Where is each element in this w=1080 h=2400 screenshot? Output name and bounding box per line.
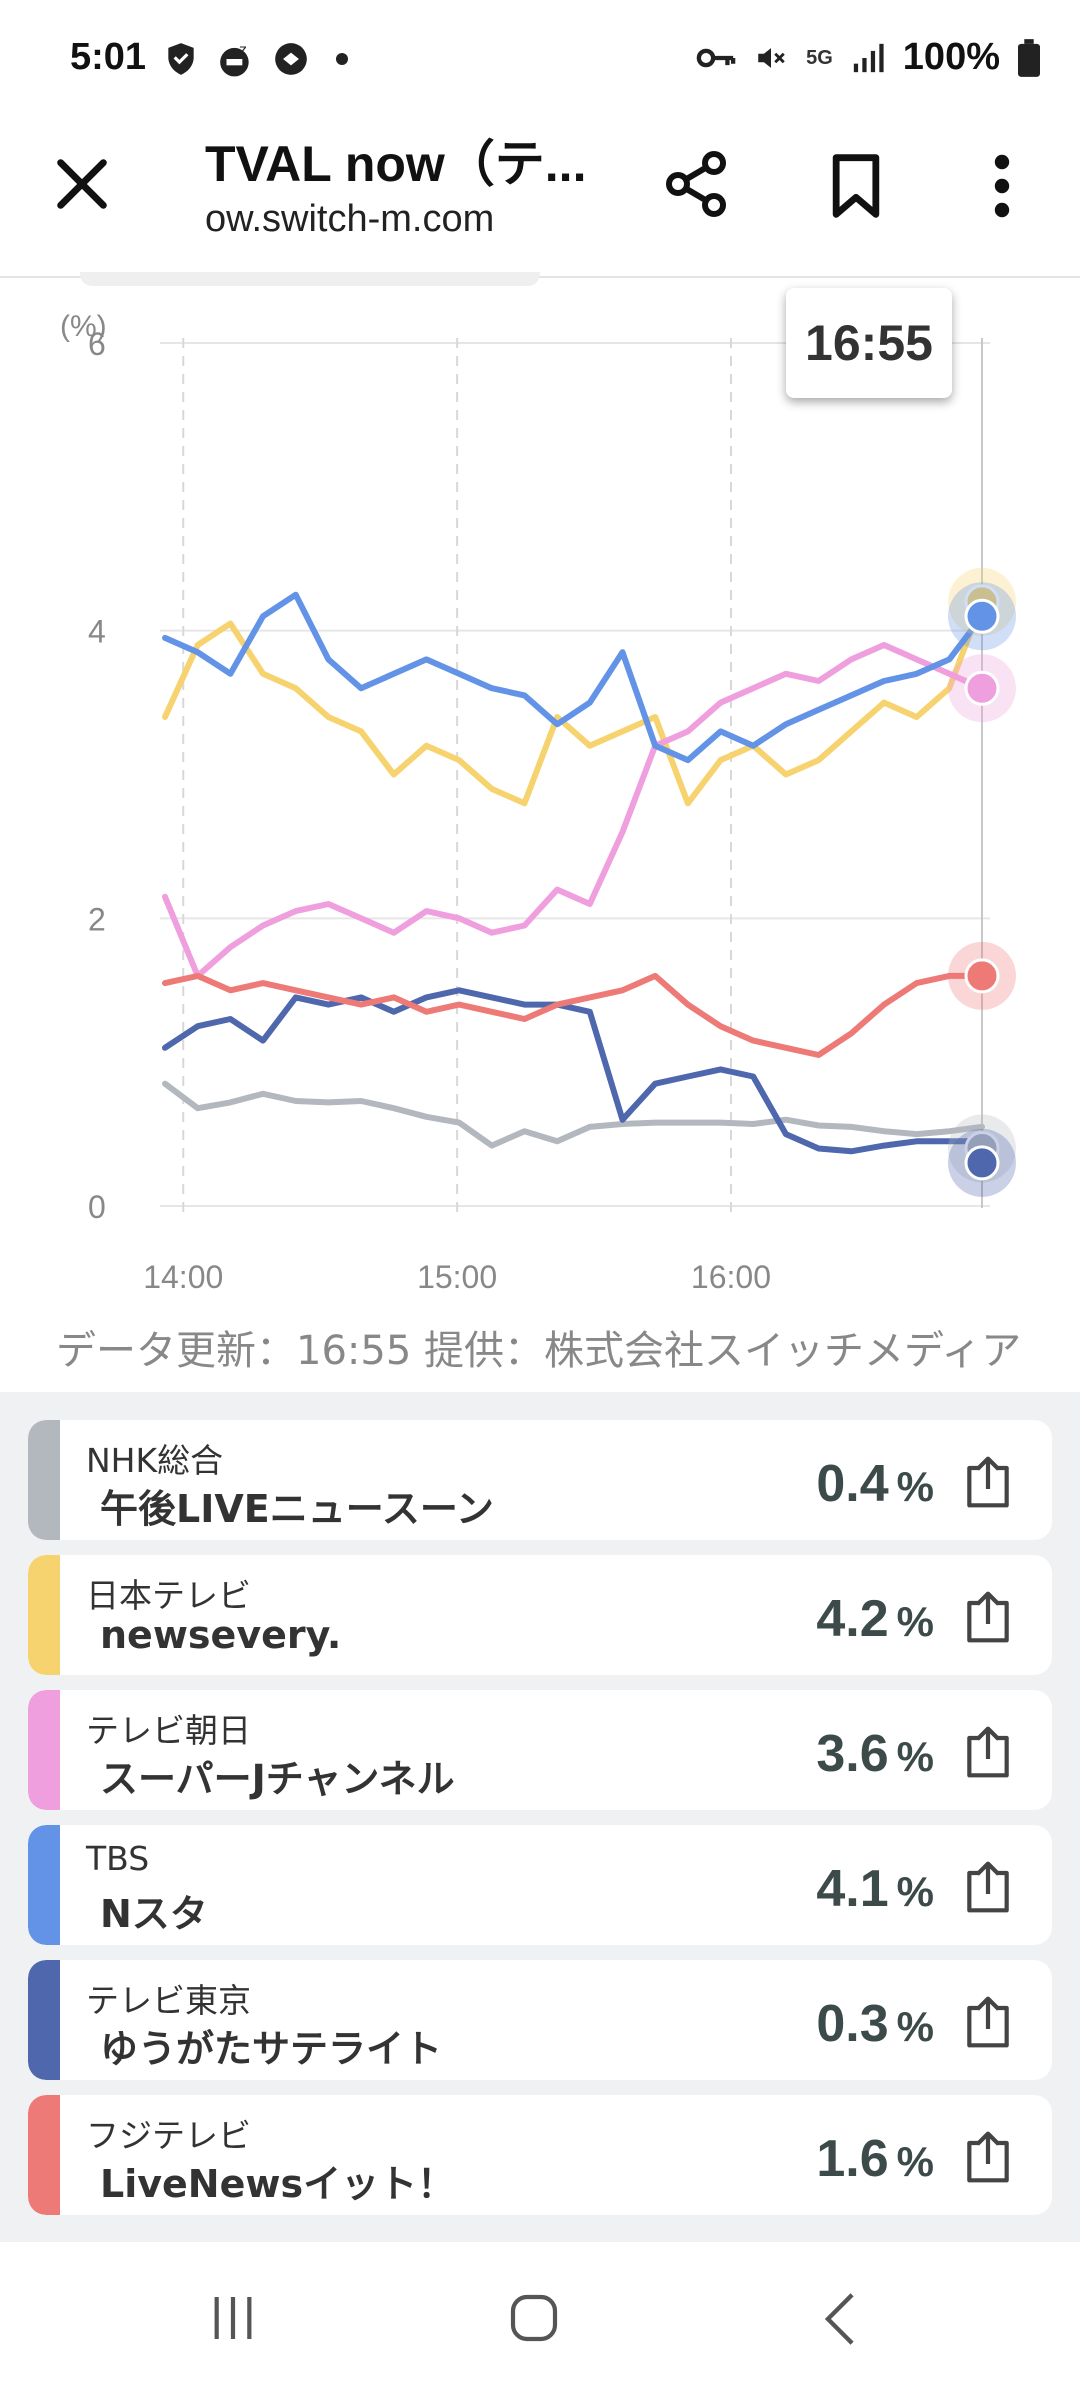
channel-color-stripe — [28, 1690, 60, 1810]
page-url[interactable]: ow.switch-m.com — [205, 198, 495, 240]
home-icon[interactable] — [506, 2290, 562, 2346]
upload-share-icon[interactable] — [960, 1454, 1016, 1510]
channel-color-stripe — [28, 1825, 60, 1945]
page-title: TVAL now（テ... — [205, 136, 587, 192]
x-tick-label: 16:00 — [691, 1259, 771, 1295]
program-name: ゆうがたサテライト — [100, 2027, 443, 2071]
browser-header: TVAL now（テ... ow.switch-m.com — [0, 110, 1080, 278]
status-left-icons: z — [162, 40, 348, 78]
rating-unit: % — [896, 1868, 934, 1915]
channel-name: テレビ朝日 — [86, 1711, 251, 1750]
shield-icon — [168, 43, 194, 75]
channel-name: フジテレビ — [86, 2116, 251, 2155]
rating-unit: % — [896, 1598, 934, 1645]
x-tick-label: 15:00 — [417, 1259, 497, 1295]
rating-chart[interactable]: (%) 0 2 4 6 14:00 15:00 16:00 — [0, 278, 1080, 1318]
program-name: スーパーJチャンネル — [100, 1757, 455, 1801]
rating-number: 4.2 — [816, 1590, 889, 1648]
channel-card-tvtokyo[interactable]: テレビ東京 ゆうがたサテライト 0.3% — [28, 1960, 1052, 2080]
more-vert-icon[interactable] — [984, 150, 1020, 222]
rating-number: 4.1 — [816, 1860, 889, 1918]
mute-icon — [758, 47, 785, 68]
rating-unit: % — [896, 1733, 934, 1780]
rating-value: 4.2% — [816, 1589, 934, 1649]
system-nav-bar — [0, 2242, 1080, 2400]
x-tick-label: 14:00 — [143, 1259, 223, 1295]
recent-apps-icon[interactable] — [205, 2290, 261, 2346]
provider-text: データ更新：16:55 提供：株式会社スイッチメディア — [56, 1328, 1022, 1374]
share-icon[interactable] — [660, 148, 732, 220]
channel-card-ntv[interactable]: 日本テレビ newsevery. 4.2% — [28, 1555, 1052, 1675]
channel-card-nhk[interactable]: NHK総合 午後LIVEニュースーン 0.4% — [28, 1420, 1052, 1540]
chart-area: (%) 0 2 4 6 14:00 15:00 16:00 16:55 データ更新：16:55… — [0, 272, 1080, 1388]
channel-name: NHK総合 — [86, 1441, 224, 1480]
channel-color-stripe — [28, 1420, 60, 1540]
channel-color-stripe — [28, 1555, 60, 1675]
program-name: LiveNewsイット！ — [100, 2162, 456, 2206]
series-end-marker — [964, 958, 1000, 994]
channel-list: NHK総合 午後LIVEニュースーン 0.4% 日本テレビ newsevery.… — [0, 1392, 1080, 2242]
bookmark-icon[interactable] — [822, 150, 890, 222]
y-tick-label: 2 — [88, 901, 106, 937]
sleep-icon: z — [220, 42, 249, 77]
series-line — [162, 598, 985, 807]
channel-color-stripe — [28, 2095, 60, 2215]
rating-unit: % — [896, 1463, 934, 1510]
rating-unit: % — [896, 2003, 934, 2050]
y-tick-label: 4 — [88, 614, 106, 650]
upload-share-icon[interactable] — [960, 2129, 1016, 2185]
back-icon[interactable] — [820, 2290, 860, 2348]
svg-text:z: z — [239, 42, 246, 58]
y-tick-label: 0 — [88, 1189, 106, 1225]
program-name: 午後LIVEニュースーン — [100, 1487, 494, 1531]
series-end-marker — [964, 1145, 1000, 1181]
rating-value: 3.6% — [816, 1724, 934, 1784]
program-name: Nスタ — [100, 1892, 208, 1936]
status-bar: 5:01 z 5G 100% — [0, 0, 1080, 110]
channel-name: 日本テレビ — [86, 1576, 251, 1615]
vpn-key-icon — [696, 48, 736, 67]
series-line — [162, 987, 985, 1155]
notification-dot — [336, 53, 348, 65]
program-name: newsevery. — [100, 1613, 342, 1657]
series-end-marker — [964, 670, 1000, 706]
battery-percent: 100% — [902, 36, 1000, 78]
status-right-icons: 5G 100% — [696, 36, 1040, 79]
time-tooltip: 16:55 — [786, 288, 952, 398]
scroll-pill — [80, 272, 540, 286]
series-line — [162, 642, 985, 979]
rating-number: 1.6 — [816, 2130, 889, 2188]
rating-number: 3.6 — [816, 1725, 889, 1783]
upload-share-icon[interactable] — [960, 1994, 1016, 2050]
rating-value: 0.3% — [816, 1994, 934, 2054]
close-icon[interactable] — [50, 152, 114, 216]
5g-icon: 5G — [806, 46, 833, 69]
rating-number: 0.3 — [816, 1995, 889, 2053]
rating-unit: % — [896, 2138, 934, 2185]
channel-card-tvasahi[interactable]: テレビ朝日 スーパーJチャンネル 3.6% — [28, 1690, 1052, 1810]
y-unit-label: (%) — [60, 310, 107, 343]
upload-share-icon[interactable] — [960, 1589, 1016, 1645]
channel-card-fujitv[interactable]: フジテレビ LiveNewsイット！ 1.6% — [28, 2095, 1052, 2215]
status-time: 5:01 — [70, 36, 147, 78]
signal-icon — [853, 43, 884, 72]
rating-number: 0.4 — [816, 1455, 889, 1513]
series-line — [162, 972, 985, 1058]
series-line — [162, 591, 985, 764]
y-tick-label: 6 — [88, 326, 106, 362]
rating-value: 0.4% — [816, 1454, 934, 1514]
rating-value: 1.6% — [816, 2129, 934, 2189]
channel-color-stripe — [28, 1960, 60, 2080]
upload-share-icon[interactable] — [960, 1859, 1016, 1915]
series-line — [162, 1080, 985, 1149]
channel-card-tbs[interactable]: TBS Nスタ 4.1% — [28, 1825, 1052, 1945]
battery-icon — [1018, 38, 1040, 77]
channel-name: TBS — [86, 1839, 150, 1878]
upload-share-icon[interactable] — [960, 1724, 1016, 1780]
series-end-marker — [964, 598, 1000, 634]
rating-value: 4.1% — [816, 1859, 934, 1919]
app-icon — [275, 43, 307, 75]
channel-name: テレビ東京 — [86, 1981, 251, 2020]
